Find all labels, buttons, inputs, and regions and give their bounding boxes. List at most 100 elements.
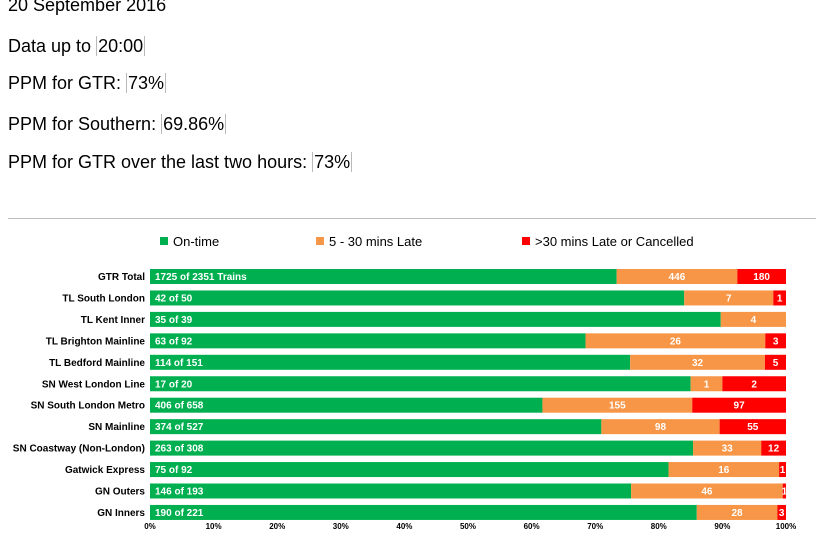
ppm-southern-line: PPM for Southern: 69.86% (8, 113, 227, 135)
category-label-gn-outers: GN Outers (95, 487, 145, 498)
category-label-sn-mainline: SN Mainline (88, 422, 145, 433)
ppm-stacked-bar-chart: On-time 5 - 30 mins Late >30 mins Late or … (13, 234, 796, 531)
bar-label: 146 of 193 (155, 487, 204, 498)
category-label-tl-south-london: TL South London (62, 293, 145, 304)
bar-label: 32 (692, 358, 704, 369)
bar-label: 446 (669, 272, 686, 283)
bar-label: 42 of 50 (155, 293, 193, 304)
x-tick-label: 80% (651, 522, 667, 531)
bar-label: 1 (777, 293, 783, 304)
category-label-sn-west-london-line: SN West London Line (42, 379, 146, 390)
category-label-gtr-total: GTR Total (98, 272, 145, 283)
bar-label: 1 (780, 465, 786, 476)
bar-label: 374 of 527 (155, 422, 204, 433)
bar-segment (150, 504, 697, 520)
legend-label-5-30-mins-late: 5 - 30 mins Late (329, 234, 422, 249)
bar-label: 3 (773, 336, 779, 347)
bar-segment (150, 462, 669, 478)
bar-label: 26 (670, 336, 682, 347)
legend-swatch-5-30-mins-late (316, 237, 324, 245)
data-up-to-line: Data up to 20:00 (8, 35, 146, 57)
bar-label: 28 (732, 508, 744, 519)
x-tick-label: 40% (396, 522, 412, 531)
bar-label: 35 of 39 (155, 315, 193, 326)
bar-segment (720, 311, 786, 327)
bar-segment (150, 397, 543, 413)
bar-segment (693, 440, 762, 456)
bar-segment (737, 269, 786, 284)
bar-segment (722, 376, 786, 392)
bar-label: 33 (722, 444, 734, 455)
bar-label: 1725 of 2351 Trains (155, 272, 247, 283)
bar-label: 5 (773, 358, 779, 369)
bar-label: 4 (751, 315, 757, 326)
category-label-tl-bedford-mainline: TL Bedford Mainline (49, 358, 145, 369)
x-tick-label: 70% (587, 522, 603, 531)
bar-label: 1 (782, 487, 788, 498)
bar-segment (765, 333, 786, 349)
bar-label: 46 (701, 487, 713, 498)
bar-label: 114 of 151 (155, 358, 203, 369)
bar-segment (777, 504, 786, 520)
bar-segment (150, 440, 694, 456)
bar-label: 2 (751, 379, 757, 390)
category-label-gn-inners: GN Inners (97, 508, 145, 519)
data-up-to-label: Data up to (8, 36, 92, 56)
bar-label: 263 of 308 (155, 444, 204, 455)
bar-segment (761, 440, 786, 456)
bar-segment (779, 462, 786, 478)
bar-segment (150, 419, 602, 435)
ppm-southern-value: 69.86% (161, 114, 227, 134)
bar-segment (616, 269, 738, 284)
bar-label: 406 of 658 (155, 401, 204, 412)
bar-segment (764, 354, 786, 370)
ppm-gtr-value: 73% (126, 73, 167, 93)
category-label-gatwick-express: Gatwick Express (65, 465, 145, 476)
bar-label: 155 (609, 401, 626, 412)
bar-label: 190 of 221 (155, 508, 204, 519)
ppm-two-hours-value: 73% (312, 152, 353, 172)
bar-segment (782, 483, 786, 499)
bar-segment (684, 290, 774, 306)
bar-segment (150, 333, 586, 349)
x-tick-label: 0% (144, 522, 156, 531)
x-tick-label: 30% (333, 522, 349, 531)
legend-swatch-30-mins-late-or-cancelled (522, 237, 530, 245)
report-date-text: 20 September 2016 (8, 0, 167, 15)
bar-segment (630, 354, 765, 370)
bar-segment (773, 290, 786, 306)
bar-label: 16 (718, 465, 730, 476)
bar-segment (150, 354, 631, 370)
bar-segment (150, 483, 632, 499)
legend-swatch-on-time (160, 237, 168, 245)
ppm-southern-label: PPM for Southern: (8, 114, 157, 134)
bar-label: 17 of 20 (155, 379, 193, 390)
bar-label: 180 (753, 272, 770, 283)
ppm-two-hours-label: PPM for GTR over the last two hours: (8, 152, 308, 172)
bar-segment (150, 290, 685, 306)
divider-line (8, 218, 816, 219)
x-tick-label: 90% (714, 522, 730, 531)
data-up-to-value: 20:00 (96, 36, 146, 56)
bar-segment (696, 504, 778, 520)
bar-label: 98 (655, 422, 667, 433)
bar-segment (631, 483, 783, 499)
report-date: 20 September 2016 (8, 0, 166, 16)
category-label-sn-south-london-metro: SN South London Metro (31, 401, 145, 412)
bar-segment (668, 462, 780, 478)
bar-segment (150, 269, 617, 284)
bar-segment (601, 419, 720, 435)
x-tick-label: 60% (524, 522, 540, 531)
bar-segment (150, 311, 721, 327)
category-label-tl-brighton-mainline: TL Brighton Mainline (46, 336, 146, 347)
x-tick-label: 50% (460, 522, 476, 531)
bar-label: 12 (768, 444, 780, 455)
bar-label: 97 (734, 401, 746, 412)
bar-label: 1 (704, 379, 710, 390)
bar-label: 63 of 92 (155, 336, 193, 347)
bar-segment (692, 397, 786, 413)
bar-label: 3 (779, 508, 785, 519)
bar-segment (150, 376, 691, 392)
ppm-two-hours-line: PPM for GTR over the last two hours: 73% (8, 151, 353, 173)
bar-segment (542, 397, 693, 413)
